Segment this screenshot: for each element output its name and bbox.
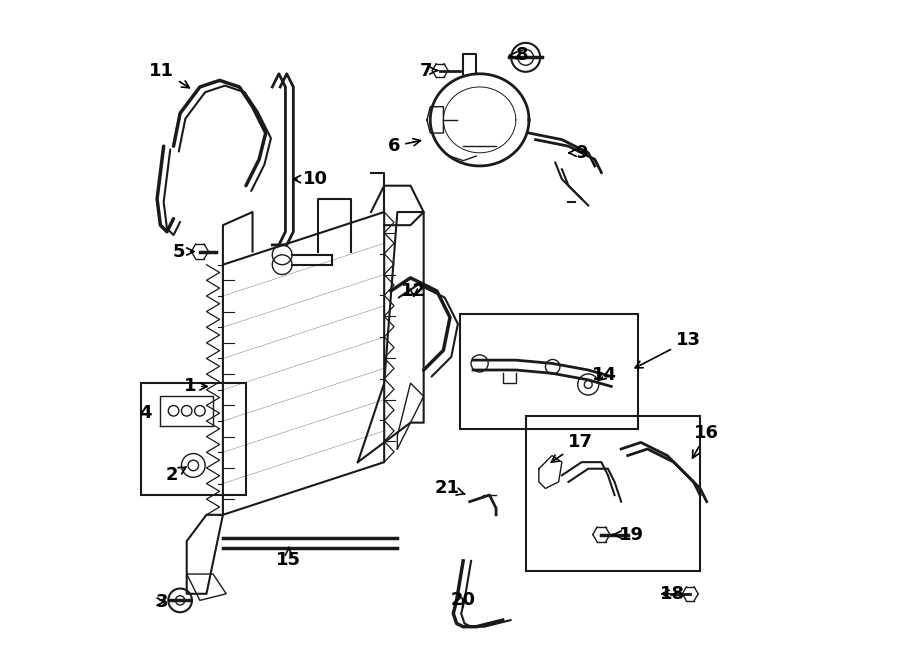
Text: 11: 11 [149, 61, 189, 88]
Text: 6: 6 [388, 137, 420, 155]
Text: 17: 17 [552, 434, 593, 462]
Bar [460, 314, 637, 429]
Text: 18: 18 [660, 585, 685, 603]
Text: 2: 2 [166, 466, 186, 485]
Text: 19: 19 [613, 525, 644, 543]
Text: 15: 15 [276, 547, 302, 568]
Text: 4: 4 [140, 404, 152, 422]
Text: 5: 5 [173, 243, 194, 260]
Text: 8: 8 [509, 46, 528, 64]
Text: 20: 20 [451, 592, 476, 609]
Text: 9: 9 [569, 144, 588, 162]
Bar [140, 383, 246, 495]
Text: 13: 13 [635, 331, 701, 368]
Text: 12: 12 [401, 282, 427, 300]
Text: 16: 16 [692, 424, 719, 458]
Text: 14: 14 [592, 366, 617, 384]
Text: 7: 7 [419, 61, 437, 79]
Text: 10: 10 [293, 170, 328, 188]
Text: 3: 3 [156, 593, 168, 611]
Bar [526, 416, 700, 570]
Text: 1: 1 [184, 377, 207, 395]
Text: 21: 21 [434, 479, 464, 498]
